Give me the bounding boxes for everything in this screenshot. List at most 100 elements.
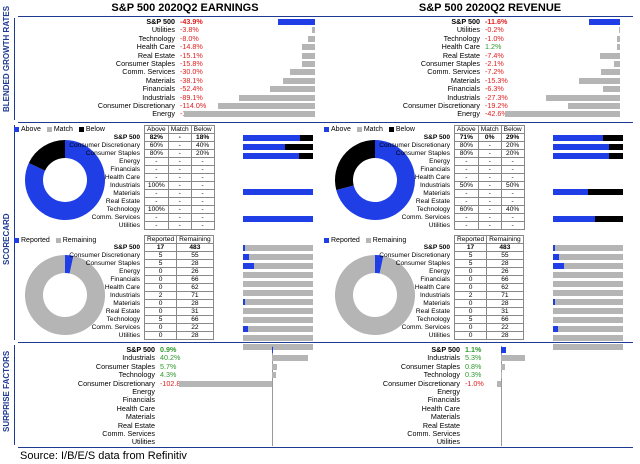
scorecard-header: Above bbox=[454, 125, 479, 134]
surprise-label: Financials bbox=[122, 395, 155, 405]
scorecard-cell: 50% bbox=[454, 181, 479, 190]
growth-bar bbox=[270, 86, 315, 93]
growth-bar bbox=[239, 94, 315, 101]
surprise-value: 5.7% bbox=[160, 361, 177, 371]
reported-sector: Utilities bbox=[428, 332, 450, 339]
scorecard-cell: - bbox=[477, 181, 502, 190]
scorecard-cell: - bbox=[454, 189, 479, 198]
surprise-label: Energy bbox=[437, 387, 460, 396]
revenue-rep-legend: Reported Remaining bbox=[320, 237, 406, 244]
surprise-bar bbox=[272, 347, 273, 353]
growth-label: Utilities bbox=[456, 25, 480, 35]
reported-sector: Real Estate bbox=[105, 308, 140, 315]
surprise-label: S&P 500 bbox=[431, 345, 460, 354]
scorecard-cell: - bbox=[454, 197, 479, 206]
growth-value: -19.2% bbox=[485, 101, 508, 110]
scorecard-header-row: Above Match Below bbox=[43, 125, 215, 134]
scorecard-cell: 60% bbox=[144, 141, 169, 150]
growth-label: Financials bbox=[142, 84, 175, 94]
reported-row: Energy 0 26 bbox=[353, 267, 524, 276]
match-swatch bbox=[46, 126, 52, 132]
scorecard-bottom-rule bbox=[18, 342, 633, 343]
reported-sector: Financials bbox=[110, 276, 140, 283]
scorecard-cell: - bbox=[500, 157, 525, 166]
growth-bar bbox=[218, 103, 315, 109]
scorecard-cell: - bbox=[477, 149, 502, 158]
reported-sector: Consumer Discretionary bbox=[379, 252, 450, 259]
scorecard-cell: - bbox=[454, 213, 479, 222]
remaining-bar bbox=[243, 263, 313, 269]
remaining-cell: 26 bbox=[176, 267, 214, 276]
growth-bottom-rule bbox=[18, 122, 633, 123]
scorecard-table: Above Match Below S&P 500 71% 0% 29% Consumer D… bbox=[353, 125, 525, 230]
reported-row: Consumer Discretionary 5 55 bbox=[353, 251, 524, 260]
growth-value: -27.3% bbox=[485, 92, 508, 102]
revenue-scorecard-donut bbox=[335, 140, 415, 220]
reported-sector: S&P 500 bbox=[423, 244, 450, 251]
surprise-label: Utilities bbox=[436, 437, 460, 447]
reported-bar bbox=[553, 263, 564, 269]
remaining-cell: 71 bbox=[176, 291, 214, 300]
scorecard-row: Materials - - - bbox=[353, 189, 525, 198]
growth-label: Technology bbox=[138, 33, 175, 43]
growth-label: Technology bbox=[443, 33, 480, 43]
scorecard-cell: - bbox=[167, 165, 192, 174]
reported-cell: 0 bbox=[143, 283, 178, 292]
reported-sector: S&P 500 bbox=[113, 244, 140, 251]
reported-cell: 0 bbox=[453, 331, 488, 340]
scorecard-bar-above bbox=[243, 144, 285, 150]
scorecard-row: Consumer Discretionary 80% -20% bbox=[353, 141, 525, 150]
remaining-bar bbox=[553, 326, 623, 332]
scorecard-row: Technology 60% -40% bbox=[353, 205, 525, 214]
growth-value: -15.8% bbox=[180, 59, 203, 68]
scorecard-cell: - bbox=[500, 197, 525, 206]
scorecard-sector: Financials bbox=[420, 166, 450, 173]
reported-row: S&P 500 17 483 bbox=[353, 243, 524, 252]
reported-sector: Consumer Staples bbox=[395, 260, 450, 267]
scorecard-cell: 40% bbox=[500, 205, 525, 214]
growth-bar bbox=[289, 69, 315, 76]
reported-cell: 5 bbox=[453, 315, 488, 324]
growth-bar bbox=[600, 52, 620, 59]
reported-row: Industrials 2 71 bbox=[353, 291, 524, 300]
scorecard-cell: - bbox=[144, 197, 169, 206]
reported-sector: Industrials bbox=[419, 292, 450, 299]
scorecard-sector: Industrials bbox=[419, 182, 450, 189]
scorecard-cell: - bbox=[190, 157, 215, 166]
growth-label: Health Care bbox=[441, 42, 480, 52]
growth-label: Real Estate bbox=[442, 50, 480, 60]
reported-bar bbox=[553, 326, 558, 332]
scorecard-cell: - bbox=[144, 213, 169, 222]
growth-bar bbox=[546, 94, 620, 101]
scorecard-cell: - bbox=[477, 157, 502, 166]
remaining-bar bbox=[553, 290, 623, 296]
reported-bar bbox=[553, 254, 559, 260]
reported-row: Financials 0 66 bbox=[353, 275, 524, 284]
remaining-bar bbox=[553, 272, 623, 278]
remaining-bar bbox=[553, 263, 623, 269]
reported-row: S&P 500 17 483 bbox=[43, 243, 214, 252]
scorecard-sector: Energy bbox=[119, 158, 140, 165]
scorecard-cell: - bbox=[477, 173, 502, 182]
reported-row: Health Care 0 62 bbox=[353, 283, 524, 292]
legend-below: Below bbox=[85, 126, 105, 133]
scorecard-row: S&P 500 71% 0% 29% bbox=[353, 133, 525, 142]
scorecard-header: Match bbox=[477, 125, 502, 134]
reported-row: Health Care 0 62 bbox=[43, 283, 214, 292]
scorecard-cell: - bbox=[500, 165, 525, 174]
scorecard-header: Below bbox=[190, 125, 215, 134]
reported-cell: 5 bbox=[453, 251, 488, 260]
reported-row: Technology 5 66 bbox=[43, 315, 214, 324]
reported-row: Consumer Staples 5 28 bbox=[353, 259, 524, 268]
growth-value: -2.1% bbox=[485, 59, 504, 68]
surprise-label: Consumer Discretionary bbox=[382, 378, 460, 388]
reported-cell: 0 bbox=[143, 299, 178, 308]
scorecard-bar-below bbox=[285, 144, 313, 150]
growth-label: Comm. Services bbox=[427, 67, 480, 77]
scorecard-sector: Real Estate bbox=[415, 198, 450, 205]
reported-row: Energy 0 26 bbox=[43, 267, 214, 276]
scorecard-header: Match bbox=[167, 125, 192, 134]
scorecard-row: Real Estate - - - bbox=[43, 197, 215, 206]
donut-slice-remaining bbox=[24, 255, 106, 335]
scorecard-cell: - bbox=[500, 213, 525, 222]
